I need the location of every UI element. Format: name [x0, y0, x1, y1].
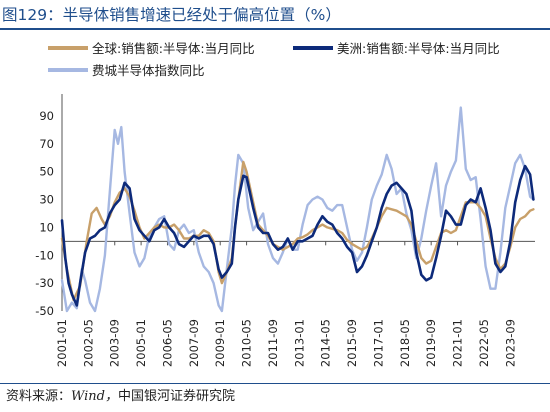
y-tick-label: -10: [35, 248, 54, 262]
x-tick-label: 2005-01: [134, 319, 148, 367]
legend-item-americas: 美洲:销售额:半导体:当月同比: [293, 38, 500, 57]
x-tick-label: 2009-01: [213, 319, 227, 367]
x-tick-label: 2010-05: [240, 319, 254, 367]
x-tick-label: 2013-01: [292, 319, 306, 367]
source-suffix: 中国银河证券研究院: [118, 389, 236, 404]
x-tick-label: 2001-01: [55, 319, 69, 367]
source-note: 资料来源：Wind，中国银河证券研究院: [6, 385, 235, 409]
legend-label-global: 全球:销售额:半导体:当月同比: [92, 41, 255, 56]
x-tick-label: 2017-01: [371, 319, 385, 367]
x-tick-label: 2023-09: [503, 319, 517, 367]
legend-item-sox: 费城半导体指数同比: [48, 60, 205, 79]
y-tick-label: 30: [39, 193, 54, 207]
x-tick-label: 2021-01: [451, 319, 465, 367]
legend-item-global: 全球:销售额:半导体:当月同比: [48, 38, 255, 57]
x-axis: 2001-01 2002-05 2003-09 2005-01 2006-05 2007-…: [55, 240, 535, 367]
y-tick-label: -30: [35, 276, 54, 290]
figure-title: 图129：半导体销售增速已经处于偏高位置（%）: [2, 6, 341, 24]
x-tick-label: 2014-05: [319, 319, 333, 367]
legend: 全球:销售额:半导体:当月同比 美洲:销售额:半导体:当月同比 费城半导体指数同…: [0, 32, 550, 82]
x-tick-label: 2006-05: [160, 319, 174, 367]
x-tick-label: 2007-09: [187, 319, 201, 367]
series-line-americas: [60, 164, 535, 307]
legend-swatch-global: [48, 45, 88, 50]
y-tick-label: 70: [39, 137, 54, 151]
y-tick-label: 90: [39, 109, 54, 123]
legend-label-sox: 费城半导体指数同比: [92, 63, 205, 78]
line-chart: -50 -30 -10 10 30 50 70 90 2001-01 2002-05 2003-0…: [35, 94, 535, 367]
y-tick-label: 10: [39, 220, 54, 234]
legend-swatch-sox: [48, 67, 88, 72]
x-tick-label: 2015-09: [345, 319, 359, 367]
series-lines: [60, 106, 535, 313]
title-rule: [0, 28, 550, 30]
source-rule: [0, 383, 550, 384]
x-tick-label: 2002-05: [81, 319, 95, 367]
y-tick-label: -50: [35, 304, 54, 318]
source-prefix: 资料来源：: [6, 389, 72, 404]
x-tick-label: 2022-05: [477, 319, 491, 367]
x-tick-label: 2003-09: [108, 319, 122, 367]
x-tick-label: 2019-09: [424, 319, 438, 367]
source-wind: Wind，: [71, 389, 119, 404]
legend-label-americas: 美洲:销售额:半导体:当月同比: [337, 41, 500, 56]
x-tick-label: 2018-05: [398, 319, 412, 367]
y-axis: -50 -30 -10 10 30 50 70 90: [35, 94, 63, 318]
legend-swatch-americas: [293, 45, 333, 50]
series-line-global: [60, 160, 535, 302]
y-tick-label: 50: [39, 165, 54, 179]
x-tick-label: 2011-09: [266, 319, 280, 367]
